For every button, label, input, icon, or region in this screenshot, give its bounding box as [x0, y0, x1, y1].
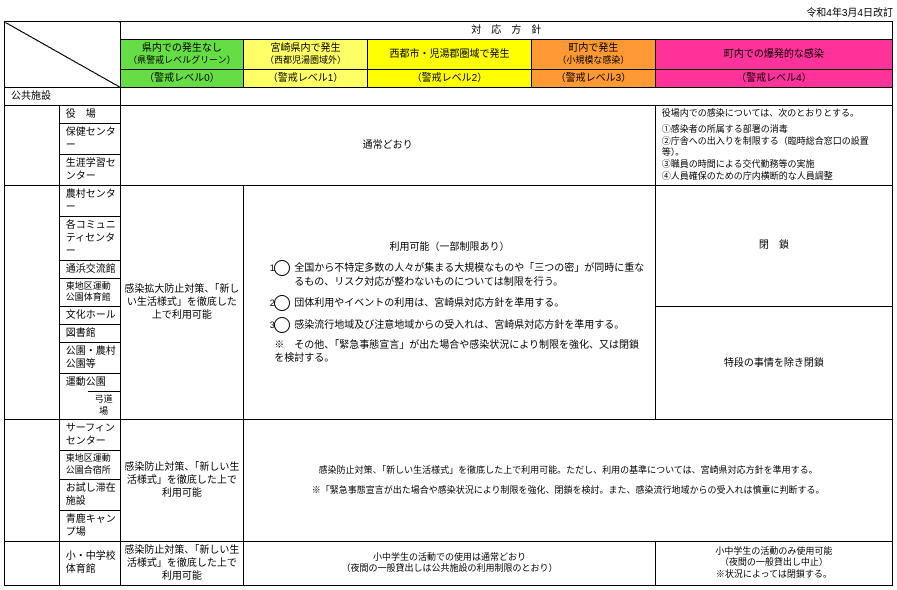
row-sublabel: 弓道場 — [88, 391, 120, 419]
cell-prevention: 感染防止対策、「新しい生活様式」を徹底した上で利用可能 — [120, 541, 244, 585]
corner-cell — [5, 22, 121, 88]
cell-office-measures: 役場内での感染については、次のとおりとする。①感染者の所属する部署の消毒②庁舎へ… — [655, 105, 892, 185]
level-code: （警戒レベル2） — [367, 69, 531, 87]
row-label: サーフィンセンター — [59, 420, 120, 451]
header-title: 対 応 方 針 — [120, 22, 892, 40]
level-code: （警戒レベル0） — [120, 69, 244, 87]
row-label: 運動公園 弓道場 — [59, 374, 120, 420]
level-code: （警戒レベル4） — [655, 69, 892, 87]
cell-available-restricted: 利用可能（一部制限あり）1全国から不特定多数の人々が集まる大規模なものや「三つの… — [244, 185, 656, 420]
level-header: 西都市・児湯郡圏域で発生 — [367, 40, 531, 70]
level-header: 県内での発生なし（県警戒レベルグリーン） — [120, 40, 244, 70]
row-label: 各コミュニティセンター — [59, 216, 120, 260]
row-label: 東地区運動公園合宿所 — [59, 451, 120, 479]
row-label: 保健センター — [59, 123, 120, 154]
level-header: 町内での爆発的な感染 — [655, 40, 892, 70]
row-label: 図書館 — [59, 325, 120, 343]
cell-prevention: 感染拡大防止対策、「新しい生活様式」を徹底した上で利用可能 — [120, 185, 244, 420]
cell-surfing-etc: 感染防止対策、「新しい生活様式」を徹底した上で利用可能。ただし、利用の基準につい… — [244, 420, 893, 541]
row-label: 小・中学校体育館 — [59, 541, 120, 585]
cell-prevention: 感染防止対策、「新しい生活様式」を徹底した上で利用可能 — [120, 420, 244, 541]
revision-date: 令和4年3月4日改訂 — [4, 4, 893, 19]
level-code: （警戒レベル1） — [244, 69, 368, 87]
cell-school: 小中学生の活動での使用は通常どおり（夜間の一般貸出しは公共施設の利用制限のとおり… — [244, 541, 656, 585]
row-label: 農村センター — [59, 185, 120, 216]
cell-normal: 通常どおり — [120, 105, 655, 185]
cell-closed-except: 特段の事情を除き閉鎖 — [655, 307, 892, 420]
row-label: 生涯学習センター — [59, 154, 120, 185]
level-header: 町内で発生（小規模な感染） — [532, 40, 656, 70]
level-header: 宮崎県内で発生（西都児湯圏域外） — [244, 40, 368, 70]
level-code: （警戒レベル3） — [532, 69, 656, 87]
policy-table: 対 応 方 針 県内での発生なし（県警戒レベルグリーン）宮崎県内で発生（西都児湯… — [4, 21, 893, 586]
row-label: 東地区運動公園体育館 — [59, 278, 120, 306]
cell-closed: 閉 鎖 — [655, 185, 892, 306]
cell-school-right: 小中学生の活動のみ使用可能（夜間の一般貸出し中止）※状況によっては閉鎖する。 — [655, 541, 892, 585]
row-label: 青鹿キャンプ場 — [59, 510, 120, 541]
row-label: 通浜交流館 — [59, 260, 120, 278]
row-label: 公園・農村公園等 — [59, 343, 120, 374]
row-label: 役 場 — [59, 105, 120, 123]
row-label: 文化ホール — [59, 307, 120, 325]
row-label: お試し滞在施設 — [59, 479, 120, 510]
category-public: 公共施設 — [5, 87, 121, 105]
